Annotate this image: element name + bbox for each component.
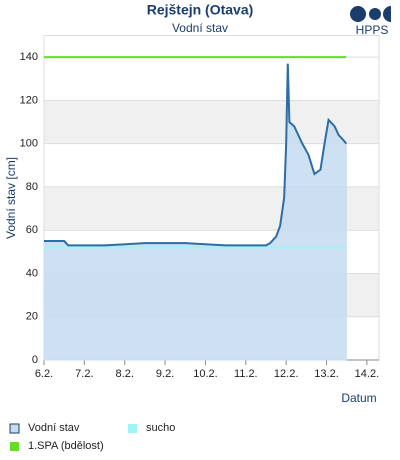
legend-swatch bbox=[10, 442, 19, 451]
legend-swatch bbox=[9, 423, 20, 434]
x-tick-label: 6.2. bbox=[35, 368, 53, 380]
x-tick-label: 9.2. bbox=[156, 368, 174, 380]
x-tick-label: 11.2. bbox=[234, 368, 258, 380]
y-tick-label: 80 bbox=[26, 181, 38, 193]
x-tick-label: 12.2. bbox=[274, 368, 298, 380]
y-tick-label: 140 bbox=[20, 51, 38, 63]
x-tick-label: 7.2. bbox=[75, 368, 93, 380]
legend-swatch bbox=[128, 424, 137, 433]
chart-subtitle: Vodní stav bbox=[172, 21, 228, 35]
logo-text: HPPS bbox=[356, 23, 389, 37]
legend-label: 1.SPA (bdělost) bbox=[28, 440, 104, 452]
y-axis-label: Vodní stav [cm] bbox=[4, 157, 18, 239]
y-tick-label: 60 bbox=[26, 224, 38, 236]
y-tick-label: 100 bbox=[20, 138, 38, 150]
y-tick-label: 0 bbox=[32, 354, 38, 366]
y-tick-label: 20 bbox=[26, 311, 38, 323]
y-tick-label: 40 bbox=[26, 267, 38, 279]
x-axis-label: Datum bbox=[341, 391, 376, 405]
chart-title: Rejštejn (Otava) bbox=[147, 2, 254, 18]
logo: HPPS bbox=[350, 6, 391, 37]
legend-label: Vodní stav bbox=[28, 422, 80, 434]
legend-label: sucho bbox=[146, 422, 175, 434]
series-line bbox=[44, 63, 348, 247]
band bbox=[44, 100, 379, 144]
x-tick-label: 10.2. bbox=[193, 368, 217, 380]
y-tick-label: 120 bbox=[20, 94, 38, 106]
x-tick-label: 13.2. bbox=[314, 368, 338, 380]
x-tick-label: 8.2. bbox=[116, 368, 134, 380]
x-tick-label: 14.2. bbox=[355, 368, 379, 380]
